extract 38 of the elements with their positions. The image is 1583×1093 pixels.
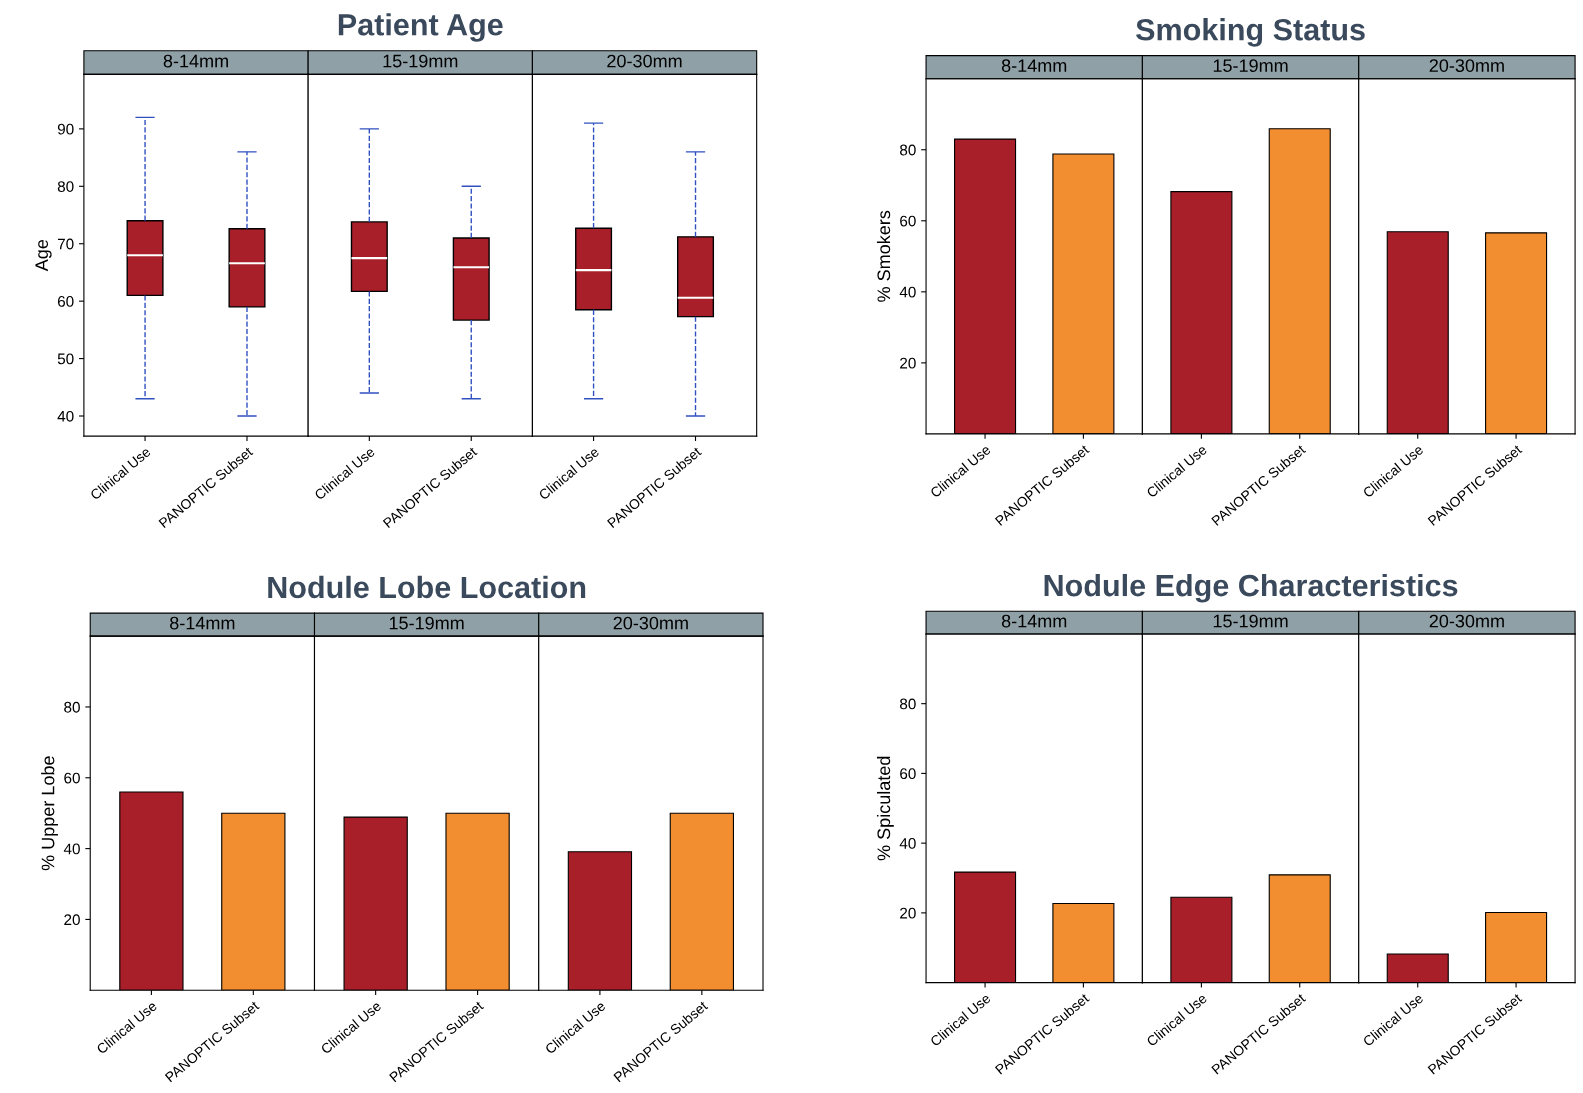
chart-title: Patient Age [338,13,503,42]
y-tick-label: 80 [64,701,80,713]
y-tick-label: 90 [57,123,74,135]
y-tick-label: 20 [900,907,916,919]
chart-subtitle: 20-30mm [607,54,682,68]
y-tick-label: 70 [57,238,74,250]
y-tick-label: 40 [899,838,916,849]
chart-subtitle: 15-19mm [1213,59,1288,72]
chart-title: Nodule Edge Characteristics [1044,573,1458,603]
chart-subtitle: 15-19mm [1213,614,1288,628]
y-tick-label: 60 [64,772,80,784]
y-tick-label: 80 [57,181,74,192]
y-axis-title: Age [35,239,52,272]
y-tick-label: 40 [57,410,74,422]
y-tick-label: 20 [64,914,80,926]
y-tick-label: 60 [57,296,74,307]
chart-subtitle: 15-19mm [389,616,464,630]
chart-subtitle: 15-19mm [383,54,458,68]
y-tick-label: 80 [900,698,916,710]
chart-subtitle: 20-30mm [613,616,688,630]
y-tick-label: 80 [900,144,916,156]
chart-subtitle: 8-14mm [1001,59,1067,72]
y-tick-label: 60 [900,215,916,227]
y-tick-label: 50 [57,353,74,365]
chart-subtitle: 20-30mm [1429,614,1504,628]
chart-subtitle: 8-14mm [1001,614,1067,628]
y-tick-label: 40 [899,286,916,298]
y-tick-label: 20 [900,357,916,369]
y-axis-title: % Upper Lobe [41,756,58,871]
chart-title: Smoking Status [1136,18,1365,47]
y-axis-title: % Spiculated [876,756,894,861]
chart-subtitle: 8-14mm [163,54,228,68]
chart-title: Nodule Lobe Location [268,575,586,599]
y-tick-label: 40 [63,843,80,855]
chart-subtitle: 8-14mm [170,616,235,630]
y-axis-title: % Smokers [876,210,891,302]
chart-subtitle: 20-30mm [1429,59,1504,72]
y-tick-label: 60 [900,768,916,780]
